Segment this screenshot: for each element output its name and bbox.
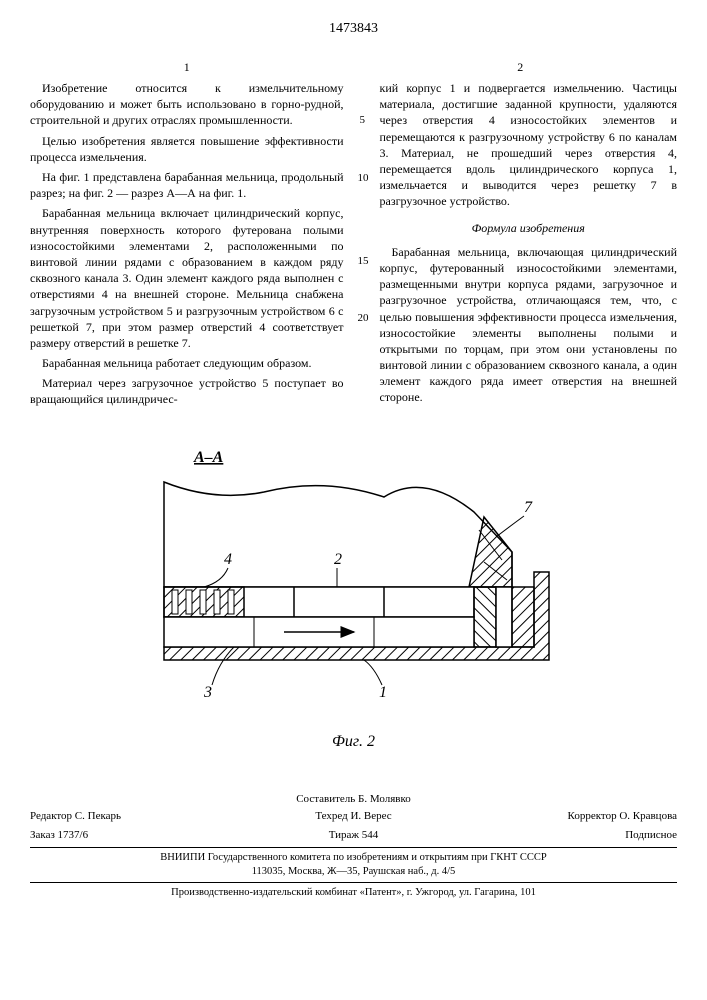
col1-p5: Барабанная мельница работает следующим о… [30, 355, 344, 371]
col2-p1: кий корпус 1 и подвергается измельчению.… [380, 80, 678, 210]
col1-p2: Целью изобретения является повышение эфф… [30, 133, 344, 165]
lineno-20: 20 [358, 311, 369, 326]
section-label: A–A [193, 449, 224, 466]
patent-number: 1473843 [30, 20, 677, 39]
callout-3: 3 [203, 684, 212, 701]
formula-title: Формула изобретения [380, 220, 678, 236]
callout-4: 4 [224, 551, 232, 568]
col2-number: 2 [364, 59, 678, 75]
footer: Составитель Б. Молявко Редактор С. Пекар… [30, 792, 677, 900]
figure-caption: Фиг. 2 [30, 731, 677, 753]
col1-p6: Материал через загрузочное устройство 5 … [30, 375, 344, 407]
col1-p1: Изобретение относится к измельчительному… [30, 80, 344, 129]
col1-number: 1 [30, 59, 344, 75]
footer-rule-2 [30, 882, 677, 883]
lineno-10: 10 [358, 171, 369, 186]
figure-svg: A–A 4 2 [104, 442, 604, 722]
text-columns: 1 Изобретение относится к измельчительно… [30, 59, 677, 412]
composer: Составитель Б. Молявко [246, 792, 462, 807]
footer-rule-1 [30, 847, 677, 848]
footer-org2: Производственно-издательский комбинат «П… [30, 886, 677, 900]
col2-formula: Барабанная мельница, включающая цилиндри… [380, 244, 678, 406]
lineno-15: 15 [358, 254, 369, 269]
order: Заказ 1737/6 [30, 828, 246, 843]
tech-editor: Техред И. Верес [246, 809, 462, 824]
footer-addr1: 113035, Москва, Ж—35, Раушская наб., д. … [30, 865, 677, 879]
column-2: 2 5 10 15 20 кий корпус 1 и подвергается… [364, 59, 678, 412]
figure-2: A–A 4 2 [30, 442, 677, 753]
callout-7: 7 [524, 499, 533, 516]
lineno-5: 5 [360, 113, 366, 128]
footer-org1: ВНИИПИ Государственного комитета по изоб… [30, 851, 677, 865]
col1-p4: Барабанная мельница включает цилиндричес… [30, 205, 344, 351]
callout-2: 2 [334, 551, 342, 568]
corrector: Корректор О. Кравцова [461, 809, 677, 824]
editor: Редактор С. Пекарь [30, 809, 246, 824]
subscription: Подписное [461, 828, 677, 843]
col1-p3: На фиг. 1 представлена барабанная мельни… [30, 169, 344, 201]
circulation: Тираж 544 [246, 828, 462, 843]
column-1: 1 Изобретение относится к измельчительно… [30, 59, 344, 412]
callout-1: 1 [379, 684, 387, 701]
